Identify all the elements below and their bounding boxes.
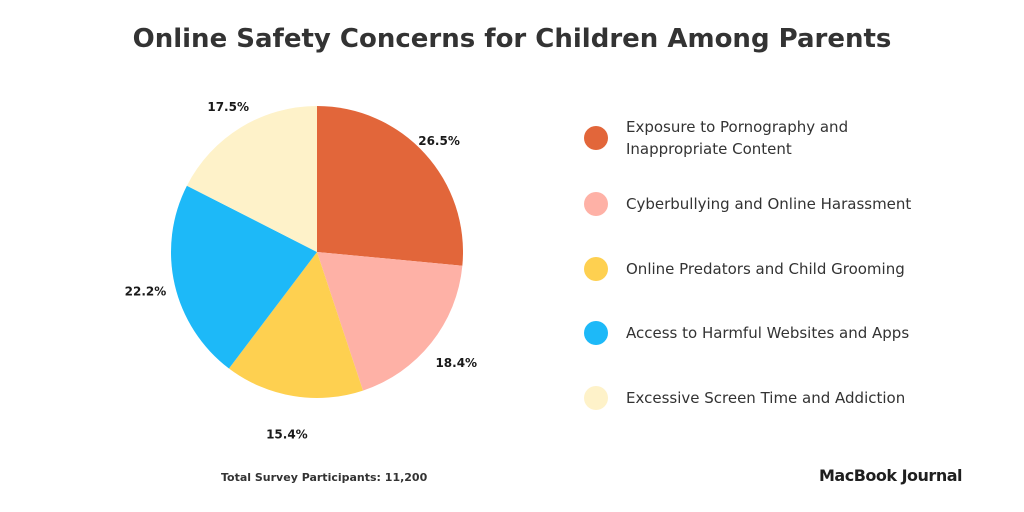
legend-label: Exposure to Pornography and Inappropriat… <box>626 118 849 158</box>
legend-swatch <box>584 192 608 216</box>
brand-logo: MacBook Journal <box>819 466 963 485</box>
pie-slice <box>317 252 463 391</box>
legend-item: Exposure to Pornography and Inappropriat… <box>584 116 848 160</box>
legend-label: Excessive Screen Time and Addiction <box>626 389 906 407</box>
legend-item: Cyberbullying and Online Harassment <box>584 192 911 216</box>
slice-data-label: 22.2% <box>125 284 167 298</box>
slice-data-label: 17.5% <box>207 100 249 114</box>
legend-label: Online Predators and Child Grooming <box>626 260 905 278</box>
legend-label: Cyberbullying and Online Harassment <box>626 195 912 213</box>
slice-data-label: 26.5% <box>418 134 460 148</box>
legend-swatch <box>584 126 608 150</box>
pie-slice <box>317 106 463 266</box>
pie-slice <box>186 106 317 252</box>
slice-data-label: 15.4% <box>266 428 308 442</box>
legend-item: Access to Harmful Websites and Apps <box>584 321 909 345</box>
pie-slice <box>228 252 363 398</box>
survey-participants-note: Total Survey Participants: 11,200 <box>221 471 428 484</box>
legend-label: Access to Harmful Websites and Apps <box>626 324 910 342</box>
chart-title: Online Safety Concerns for Children Amon… <box>132 24 892 54</box>
legend-swatch <box>584 257 608 281</box>
legend-swatch <box>584 386 608 410</box>
slice-data-label: 18.4% <box>435 356 477 370</box>
legend-item: Excessive Screen Time and Addiction <box>584 386 905 410</box>
pie-slice <box>170 185 317 369</box>
legend-item: Online Predators and Child Grooming <box>584 257 905 281</box>
legend-swatch <box>584 321 608 345</box>
